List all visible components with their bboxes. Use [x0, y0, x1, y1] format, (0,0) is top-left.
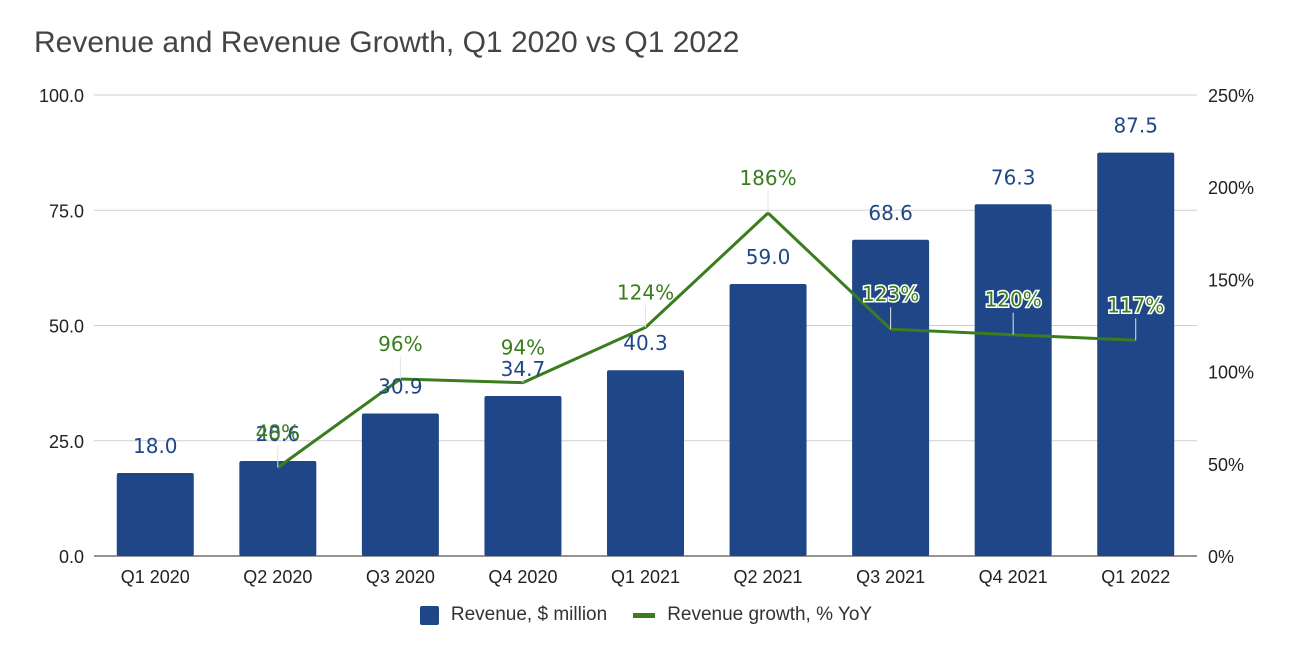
revenue-data-label: 68.6	[868, 201, 913, 225]
y-left-tick-label: 75.0	[49, 201, 84, 221]
revenue-data-label: 20.6	[256, 422, 301, 446]
y-right-tick-label: 200%	[1208, 178, 1254, 198]
y-left-tick-label: 0.0	[59, 547, 84, 567]
revenue-bar	[1097, 152, 1175, 556]
y-right-tick-label: 150%	[1208, 270, 1254, 290]
chart-title: Revenue and Revenue Growth, Q1 2020 vs Q…	[34, 26, 740, 59]
revenue-data-label: 40.3	[623, 331, 668, 355]
x-tick-label: Q4 2021	[979, 567, 1048, 587]
chart-legend: Revenue, $ million Revenue growth, % YoY	[0, 604, 1292, 626]
revenue-bar	[239, 461, 317, 556]
growth-data-label: 48%	[256, 420, 300, 444]
legend-label-growth: Revenue growth, % YoY	[667, 604, 873, 625]
x-tick-label: Q1 2022	[1101, 567, 1170, 587]
revenue-data-label: 18.0	[133, 434, 178, 458]
revenue-bar	[974, 204, 1052, 556]
growth-data-label: 123%	[862, 282, 919, 306]
growth-data-label: 186%	[739, 166, 796, 190]
y-right-tick-label: 100%	[1208, 363, 1254, 383]
legend-item-growth[interactable]: Revenue growth, % YoY	[633, 604, 872, 626]
legend-label-revenue: Revenue, $ million	[450, 604, 608, 625]
x-tick-label: Q4 2020	[488, 567, 557, 587]
y-right-tick-label: 0%	[1208, 547, 1234, 567]
growth-data-label: 124%	[617, 280, 674, 304]
revenue-bar	[852, 239, 930, 556]
y-left-tick-label: 50.0	[49, 317, 84, 337]
revenue-data-label: 59.0	[746, 245, 791, 269]
growth-data-label: 96%	[378, 332, 422, 356]
y-left-tick-label: 100.0	[39, 86, 84, 106]
x-tick-label: Q3 2021	[856, 567, 925, 587]
x-tick-label: Q2 2020	[243, 567, 312, 587]
x-tick-label: Q3 2020	[366, 567, 435, 587]
legend-item-revenue[interactable]: Revenue, $ million	[419, 604, 608, 626]
growth-data-label: 120%	[985, 288, 1042, 312]
revenue-bar	[607, 370, 684, 556]
revenue-bar	[116, 473, 194, 556]
revenue-data-label: 76.3	[991, 165, 1036, 189]
growth-data-label: 117%	[1107, 293, 1164, 317]
revenue-data-label: 30.9	[378, 375, 423, 399]
chart-canvas: 0.0 25.0 50.0 75.0 100.0 0% 50% 100% 150% 200% 250…	[39, 86, 1254, 587]
revenue-data-label: 34.7	[501, 357, 546, 381]
growth-line	[276, 211, 1136, 469]
revenue-bar	[484, 396, 562, 556]
revenue-bar	[361, 413, 439, 556]
growth-data-label: 94%	[501, 336, 545, 360]
legend-swatch-revenue	[419, 605, 439, 625]
y-right-tick-label: 50%	[1208, 455, 1244, 475]
x-tick-label: Q1 2020	[121, 567, 190, 587]
x-tick-label: Q1 2021	[611, 567, 680, 587]
revenue-bar	[729, 284, 807, 556]
x-tick-label: Q2 2021	[734, 567, 803, 587]
y-right-tick-label: 250%	[1208, 86, 1254, 106]
legend-swatch-growth	[633, 612, 656, 618]
y-left-tick-label: 25.0	[49, 432, 84, 452]
revenue-data-label: 87.5	[1113, 114, 1158, 138]
